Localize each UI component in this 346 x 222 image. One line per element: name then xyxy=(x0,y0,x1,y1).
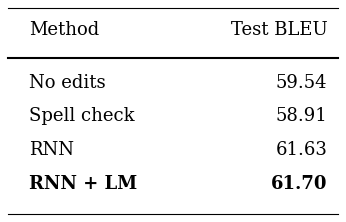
Text: 61.70: 61.70 xyxy=(271,175,327,193)
Text: 59.54: 59.54 xyxy=(276,73,327,91)
Text: RNN: RNN xyxy=(29,141,74,159)
Text: 61.63: 61.63 xyxy=(275,141,327,159)
Text: 58.91: 58.91 xyxy=(276,107,327,125)
Text: Spell check: Spell check xyxy=(29,107,135,125)
Text: Test BLEU: Test BLEU xyxy=(231,21,327,39)
Text: Method: Method xyxy=(29,21,99,39)
Text: RNN + LM: RNN + LM xyxy=(29,175,137,193)
Text: No edits: No edits xyxy=(29,73,106,91)
